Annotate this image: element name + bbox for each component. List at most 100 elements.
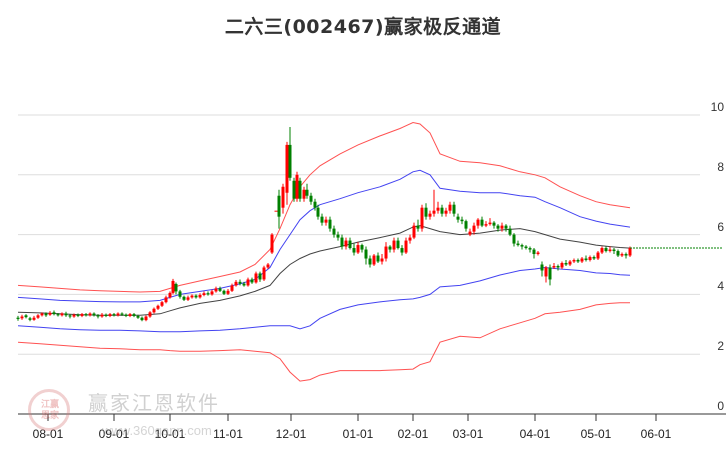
candle-up [281,186,285,208]
candle-up [198,294,202,298]
candle-up [324,219,328,223]
candle-down [206,293,210,295]
candle-down [464,221,468,229]
candle-down [320,216,324,223]
candle-down [92,313,96,316]
candle-up [32,317,36,320]
channel-line [17,302,630,382]
candle-up [186,297,190,300]
candle-up [500,225,504,229]
candle-down [112,314,116,316]
candle-down [416,225,420,229]
candle-down [16,317,20,319]
x-tick-label: 06-01 [640,427,672,441]
candle-up [36,315,40,318]
candle-up [596,252,600,259]
candle-up [148,312,152,317]
candle-up [380,258,384,262]
candle-down [328,219,332,229]
candle-down [258,273,262,280]
candle-down [136,315,140,318]
candle-up [234,281,238,286]
candle-down [242,283,246,286]
candle-up [88,313,92,316]
candle-down [456,216,460,220]
candle-up [116,313,120,316]
candle-up [544,267,548,277]
channel-line [17,169,631,303]
candle-up [448,204,452,211]
candle-down [520,245,524,247]
x-tick-label: 04-01 [519,427,551,441]
candle-down [52,312,56,315]
candle-down [584,258,588,261]
candle-down [305,189,309,196]
x-tick-label: 05-01 [580,427,612,441]
candle-up [160,302,164,306]
candle-down [76,314,80,316]
candle-down [604,248,608,252]
candlesticks [16,126,632,322]
candle-down [132,314,136,316]
candle-up [152,308,156,313]
candle-up [60,313,64,316]
candle-up [372,255,376,265]
grid-lines [18,114,700,355]
candle-down [174,283,178,292]
candle-down [222,290,226,294]
candle-up [428,213,432,217]
candle-down [540,264,544,271]
candle-down [592,257,596,259]
candle-up [230,285,234,291]
candle-down [332,228,336,235]
candle-down [556,265,560,268]
candle-down [104,314,108,316]
candle-up [580,258,584,262]
candle-up [164,297,168,303]
candle-down [298,180,302,199]
candle-down [124,314,128,316]
candle-up [436,207,440,211]
candle-up [484,224,488,226]
x-tick-label: 09-01 [98,427,130,441]
candle-down [238,281,242,284]
candle-down [178,291,182,297]
candle-up [270,234,274,253]
candle-down [364,249,368,259]
candle-down [352,248,356,253]
y-tick-label: 4 [717,279,724,294]
candle-down [376,255,380,262]
candle-down [313,201,317,208]
candle-down [348,240,352,249]
candle-down [564,263,568,265]
candle-up [408,237,412,241]
candle-down [84,314,88,316]
y-tick-label: 0 [717,399,724,413]
candle-down [528,248,532,250]
candle-down [612,249,616,252]
candle-down [28,318,32,320]
candle-up [214,288,218,292]
candle-down [452,204,456,214]
y-tick-label: 8 [717,159,724,174]
candle-down [96,315,100,317]
candle-down [424,207,428,217]
candle-down [400,248,404,253]
candle-down [480,219,484,226]
candle-down [120,313,124,315]
candle-down [288,144,292,178]
candle-up [344,240,348,247]
candle-up [628,248,632,256]
candle-down [292,180,296,199]
y-tick-label: 2 [717,339,724,354]
candle-down [56,314,60,316]
x-tick-label: 03-01 [452,427,484,441]
candle-up [356,245,360,253]
candle-down [316,207,320,217]
candle-up [468,231,472,235]
candle-down [396,240,400,249]
candle-up [156,305,160,309]
x-tick-label: 01-01 [342,427,374,441]
candle-up [472,225,476,232]
candle-up [190,295,194,298]
